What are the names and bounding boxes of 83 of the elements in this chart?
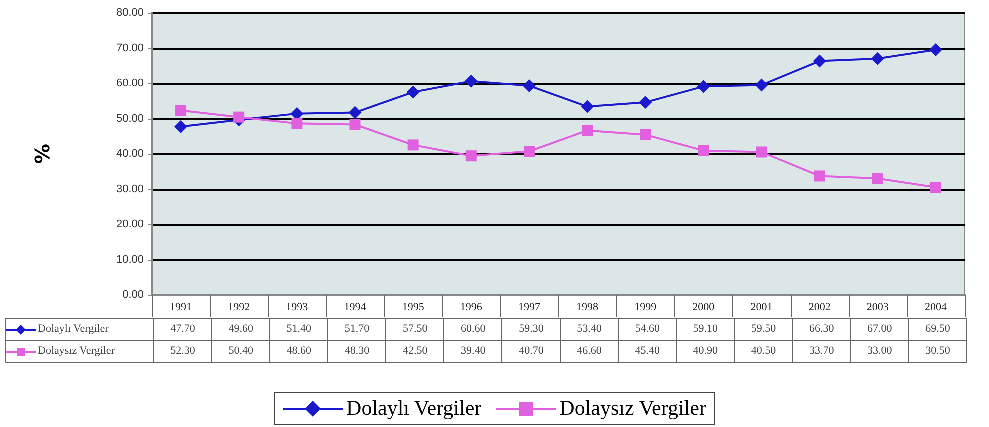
data-label: 59.30 <box>501 319 560 340</box>
x-tick-label: 2002 <box>808 302 831 314</box>
y-tick-label: 30.00 <box>116 183 144 196</box>
x-tick-label: 1999 <box>634 302 658 314</box>
point <box>174 120 188 134</box>
x-tick-label: 1995 <box>402 302 425 314</box>
point <box>466 150 477 162</box>
point <box>639 96 652 110</box>
x-tick-label: 1993 <box>286 302 309 314</box>
data-label: 48.60 <box>269 341 328 362</box>
point <box>697 80 710 94</box>
data-label: 51.40 <box>269 319 328 340</box>
x-tick-label: 1996 <box>460 302 483 314</box>
x-tick-label: 1992 <box>228 302 250 314</box>
point <box>408 140 419 151</box>
legend-label: Dolaysız Vergiler <box>38 344 115 359</box>
point <box>290 107 304 120</box>
point <box>872 173 884 184</box>
data-label: 54.60 <box>618 319 677 340</box>
point <box>522 79 536 92</box>
data-label: 40.50 <box>734 341 793 362</box>
text: Dolaysız Vergiler <box>560 396 706 420</box>
x-tick-label: 1991 <box>170 302 192 314</box>
point <box>581 100 594 114</box>
legend-label: Dolaylı Vergiler <box>38 322 109 337</box>
x-tick-label: 2001 <box>750 302 773 314</box>
point <box>292 118 303 130</box>
y-tick-label: 80.00 <box>116 7 144 19</box>
data-label: 42.50 <box>385 341 444 362</box>
point <box>813 54 826 68</box>
x-tick-label: 2000 <box>692 302 716 314</box>
y-tick-label: 10.00 <box>116 254 144 266</box>
data-label: 67.00 <box>850 319 909 340</box>
point <box>640 129 652 140</box>
point <box>406 86 420 99</box>
point <box>756 146 768 158</box>
point <box>348 106 362 120</box>
y-tick-label: 20.00 <box>116 218 144 230</box>
data-label: 60.60 <box>443 319 502 340</box>
point <box>234 112 245 123</box>
point <box>350 119 361 130</box>
y-axis-title: % <box>30 144 54 164</box>
data-label: 59.50 <box>734 319 793 340</box>
point <box>871 52 884 66</box>
x-tick-label: 1994 <box>344 302 367 314</box>
point <box>464 74 478 88</box>
y-tick-label: 50.00 <box>116 112 144 125</box>
y-tick-label: 60.00 <box>116 78 144 90</box>
data-label: 30.50 <box>908 341 967 362</box>
data-label: 48.30 <box>327 341 386 362</box>
data-label: 33.00 <box>850 341 909 362</box>
x-tick-label: 1997 <box>518 302 541 314</box>
data-label: 49.60 <box>211 319 270 340</box>
data-label: 51.70 <box>327 319 386 340</box>
data-label: 53.40 <box>560 319 619 340</box>
point <box>929 44 942 57</box>
point <box>755 78 768 92</box>
data-label: 33.70 <box>792 341 851 362</box>
data-label: 57.50 <box>385 319 444 340</box>
data-label: 66.30 <box>792 319 851 340</box>
point <box>176 105 187 116</box>
point <box>814 170 826 182</box>
data-label: 45.40 <box>618 341 677 362</box>
data-label: 46.60 <box>560 341 619 362</box>
y-tick-label: 40.00 <box>116 148 144 160</box>
data-label: 40.70 <box>501 341 560 362</box>
data-label: 40.90 <box>676 341 735 362</box>
point <box>698 145 710 156</box>
point <box>524 146 535 158</box>
data-label: 52.30 <box>153 341 212 362</box>
x-tick-label: 2003 <box>866 302 890 314</box>
data-label: 59.10 <box>676 319 735 340</box>
y-tick-label: 0.00 <box>122 289 144 301</box>
data-label: 50.40 <box>211 341 270 362</box>
y-tick-label: 70.00 <box>116 42 144 54</box>
x-tick-label: 1998 <box>576 302 600 314</box>
text: Dolaylı Vergiler <box>346 396 482 420</box>
data-label: 69.50 <box>908 319 967 340</box>
point <box>582 125 594 136</box>
data-label: 39.40 <box>443 341 502 362</box>
x-tick-label: 2004 <box>924 302 948 314</box>
point <box>930 182 942 193</box>
data-label: 47.70 <box>153 319 212 340</box>
